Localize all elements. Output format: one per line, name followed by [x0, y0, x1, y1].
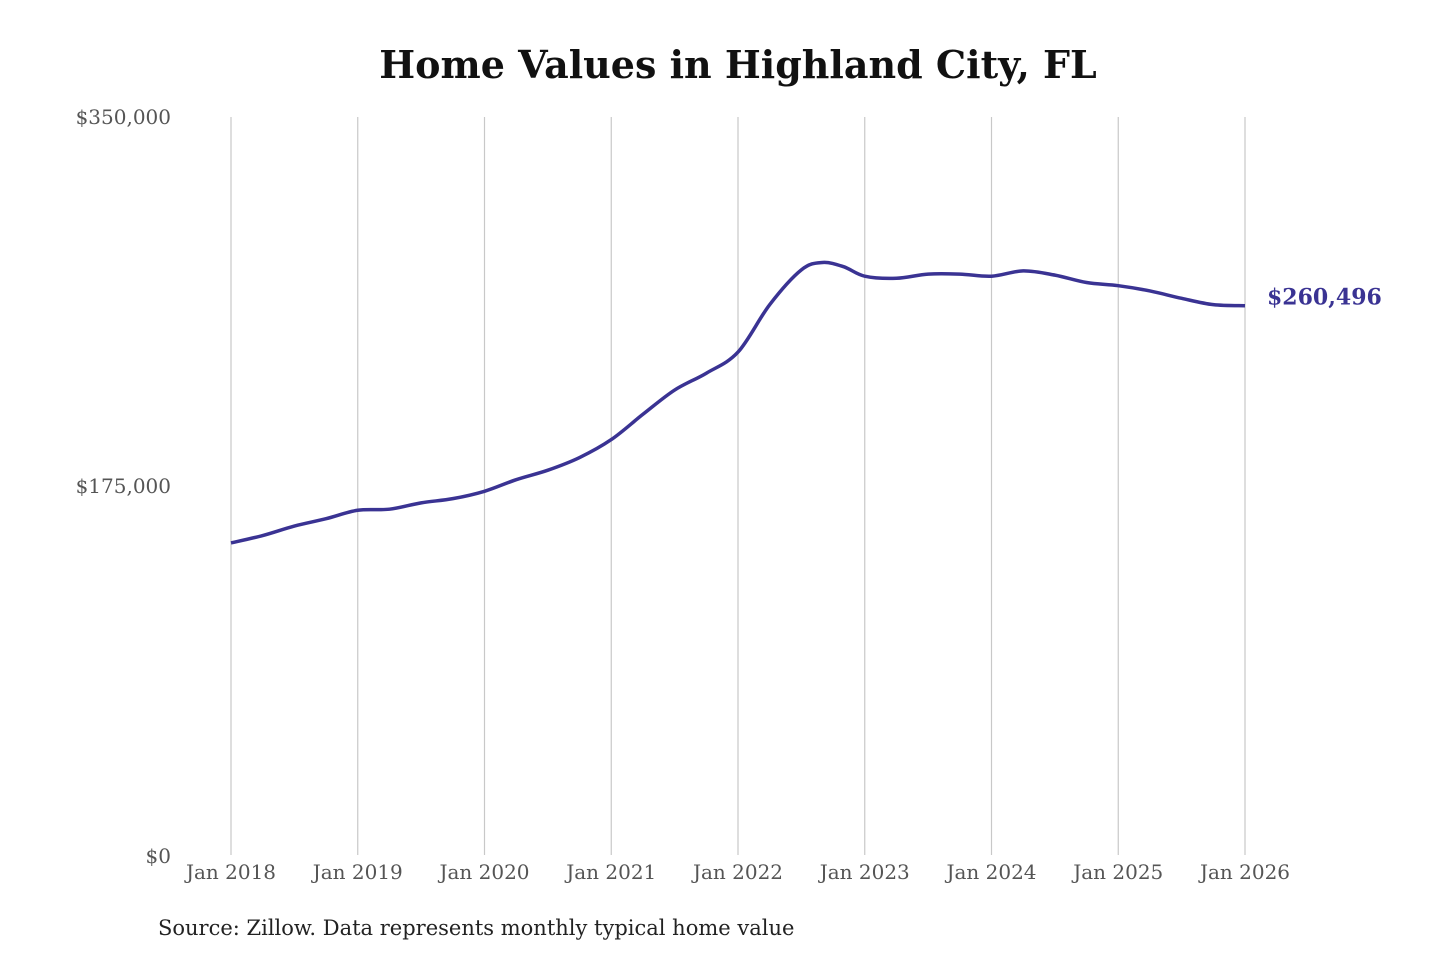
x-tick-label: Jan 2018	[184, 860, 276, 884]
y-tick-label: $0	[146, 844, 171, 868]
x-tick-label: Jan 2025	[1071, 860, 1163, 884]
chart-title: Home Values in Highland City, FL	[379, 42, 1097, 87]
x-tick-label: Jan 2021	[564, 860, 656, 884]
end-value-label: $260,496	[1267, 285, 1382, 311]
x-tick-label: Jan 2023	[818, 860, 910, 884]
x-tick-label: Jan 2026	[1198, 860, 1290, 884]
x-tick-label: Jan 2020	[437, 860, 529, 884]
series-line	[230, 260, 1246, 545]
source-note: Source: Zillow. Data represents monthly …	[158, 916, 795, 940]
x-tick-label: Jan 2022	[691, 860, 783, 884]
y-tick-label: $350,000	[76, 105, 171, 129]
y-tick-label: $175,000	[76, 474, 171, 498]
x-tick-label: Jan 2019	[311, 860, 403, 884]
x-tick-label: Jan 2024	[944, 860, 1036, 884]
